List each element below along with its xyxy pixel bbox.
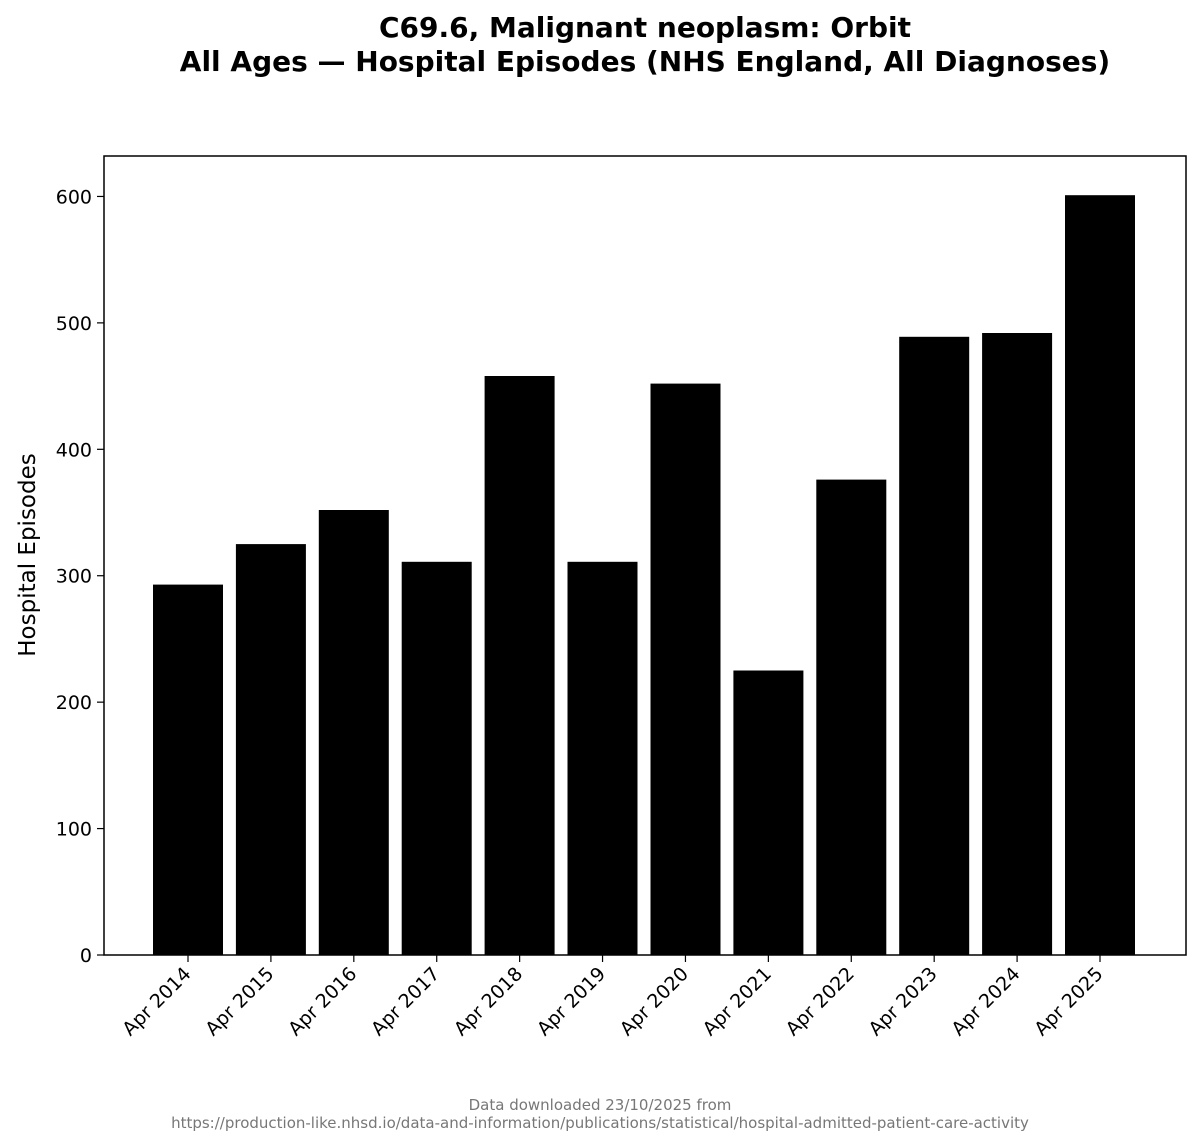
y-tick-label-2: 200 <box>56 692 92 714</box>
x-tick-label-1: Apr 2015 <box>201 963 278 1040</box>
bar-3 <box>401 561 472 955</box>
footer-line-1: Data downloaded 23/10/2025 from <box>469 1096 732 1114</box>
y-tick-label-6: 600 <box>56 186 92 208</box>
x-tick-label-7: Apr 2021 <box>699 963 776 1040</box>
y-tick-label-4: 400 <box>56 439 92 461</box>
y-tick-label-1: 100 <box>56 819 92 841</box>
y-tick-label-0: 0 <box>80 945 92 967</box>
bar-11 <box>1065 195 1135 955</box>
bar-10 <box>982 333 1053 955</box>
bar-6 <box>650 383 721 956</box>
bar-9 <box>899 336 970 955</box>
bar-4 <box>484 376 555 955</box>
x-tick-label-4: Apr 2018 <box>450 963 527 1040</box>
bar-5 <box>567 561 638 955</box>
bar-0 <box>153 584 223 955</box>
x-axis-ticks: Apr 2014 Apr 2015 Apr 2016 Apr 2017 Apr 2018… <box>118 955 1108 1040</box>
chart-title-line-1: C69.6, Malignant neoplasm: Orbit <box>379 11 911 44</box>
bar-8 <box>816 479 887 955</box>
x-tick-label-5: Apr 2019 <box>533 963 610 1040</box>
bar-1 <box>235 544 306 955</box>
y-axis-ticks: 0 100 200 300 400 500 600 <box>56 186 104 967</box>
footer-line-2: https://production-like.nhsd.io/data-and… <box>171 1114 1029 1132</box>
chart-title-line-2: All Ages — Hospital Episodes (NHS Englan… <box>180 45 1110 78</box>
bar-7 <box>733 670 804 955</box>
x-tick-label-3: Apr 2017 <box>367 963 444 1040</box>
bar-2 <box>318 510 389 955</box>
y-tick-label-3: 300 <box>56 566 92 588</box>
y-axis-label: Hospital Episodes <box>15 453 41 656</box>
bars-group <box>153 195 1135 956</box>
x-tick-label-10: Apr 2024 <box>947 963 1024 1040</box>
plot-frame <box>103 155 1187 956</box>
x-tick-label-9: Apr 2023 <box>864 963 941 1040</box>
x-tick-label-8: Apr 2022 <box>782 963 859 1040</box>
x-tick-label-2: Apr 2016 <box>284 963 361 1040</box>
x-tick-label-6: Apr 2020 <box>616 963 693 1040</box>
x-tick-label-0: Apr 2014 <box>118 963 195 1040</box>
y-tick-label-5: 500 <box>56 313 92 335</box>
x-tick-label-11: Apr 2025 <box>1030 963 1107 1040</box>
